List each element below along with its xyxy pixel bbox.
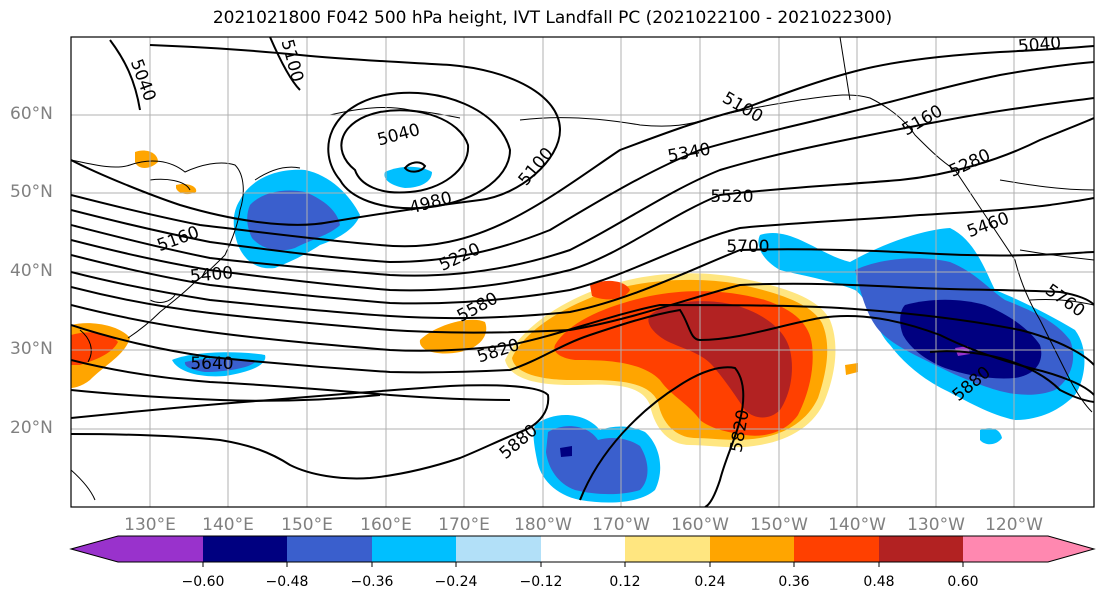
- colorbar-tick-label: 0.24: [694, 574, 726, 590]
- contour-label: 5040: [1017, 33, 1062, 57]
- colorbar-tick-label: 0.60: [947, 574, 979, 590]
- lon-label-160e: 160°E: [360, 515, 412, 535]
- lat-label-20n: 20°N: [10, 418, 53, 438]
- lon-label-120w: 120°W: [985, 515, 1043, 535]
- contour-label: 5520: [710, 187, 753, 207]
- colorbar-tick-label: −0.12: [519, 574, 563, 590]
- colorbar-bin: [456, 536, 541, 562]
- lon-label-140e: 140°E: [202, 515, 254, 535]
- lat-label-50n: 50°N: [10, 182, 53, 202]
- lon-label-160w: 160°W: [671, 515, 729, 535]
- colorbar-tick-label: −0.48: [265, 574, 309, 590]
- lon-label-170w: 170°W: [592, 515, 650, 535]
- lat-label-30n: 30°N: [10, 339, 53, 359]
- gridlines: [71, 37, 1094, 507]
- map-title: 2021021800 F042 500 hPa height, IVT Land…: [212, 8, 893, 28]
- ivt-shading: [71, 150, 1085, 503]
- map-frame: [70, 36, 1095, 508]
- colorbar-extend-right: [1048, 536, 1094, 562]
- lat-label-60n: 60°N: [10, 104, 53, 124]
- colorbar-extend-left: [71, 536, 118, 562]
- lon-label-180w: 180°W: [514, 515, 572, 535]
- lon-label-150e: 150°E: [281, 515, 333, 535]
- lat-label-40n: 40°N: [10, 261, 53, 281]
- map-area: 5040 5100 5040 5100 5040 5100 4980 5160 …: [71, 33, 1094, 507]
- lon-label-130e: 130°E: [124, 515, 176, 535]
- height-contours: [71, 37, 1094, 507]
- colorbar-tick-label: 0.36: [778, 574, 810, 590]
- colorbar-tick-label: −0.24: [434, 574, 478, 590]
- lon-label-170e: 170°E: [438, 515, 490, 535]
- colorbar-tick-label: −0.36: [350, 574, 394, 590]
- lon-label-140w: 140°W: [828, 515, 886, 535]
- colorbar-bin: [794, 536, 879, 562]
- colorbar-bin: [287, 536, 372, 562]
- contour-label: 5400: [189, 263, 234, 287]
- colorbar-tick-label: 0.48: [863, 574, 895, 590]
- lon-label-150w: 150°W: [750, 515, 808, 535]
- colorbar-bin: [541, 536, 625, 562]
- colorbar-outline: [69, 535, 1096, 563]
- colorbar-bin: [625, 536, 710, 562]
- lon-label-130w: 130°W: [907, 515, 965, 535]
- colorbar: [69, 535, 1096, 567]
- colorbar-bin: [879, 536, 963, 562]
- contour-label: 5700: [726, 237, 769, 257]
- coastlines: [71, 37, 1094, 501]
- colorbar-tick-label: −0.60: [181, 574, 225, 590]
- colorbar-bin: [118, 536, 203, 562]
- colorbar-tick-label: 0.12: [609, 574, 641, 590]
- colorbar-bin: [203, 536, 287, 562]
- contour-label: 5640: [190, 354, 233, 374]
- colorbar-bin: [963, 536, 1048, 562]
- colorbar-bin: [372, 536, 456, 562]
- colorbar-bin: [710, 536, 794, 562]
